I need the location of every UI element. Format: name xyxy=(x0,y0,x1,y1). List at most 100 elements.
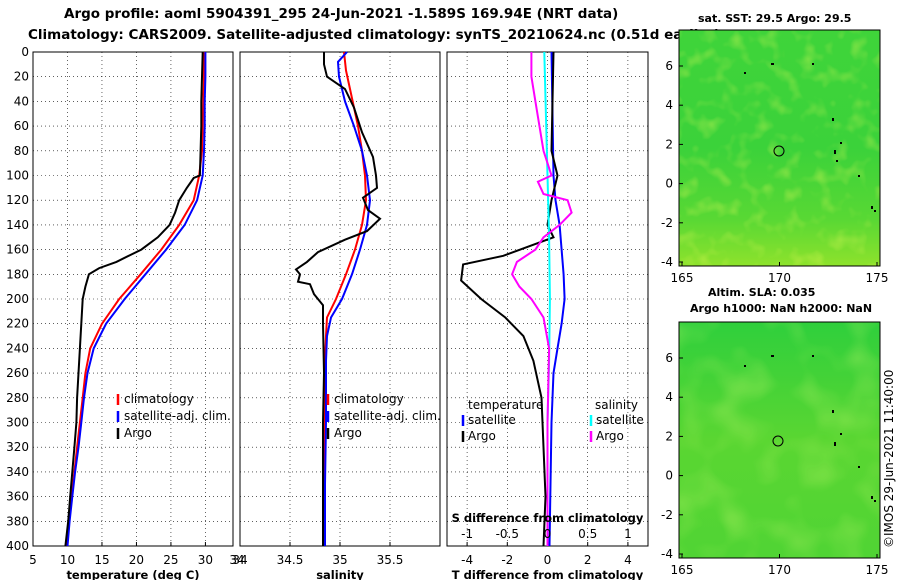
y-tick-label: 120 xyxy=(6,193,29,207)
argo-position-marker-sst xyxy=(773,145,785,157)
x-axis-label: temperature (deg C) xyxy=(66,568,199,580)
map-y-tick-label: 4 xyxy=(665,98,673,112)
x-tick-label: 30 xyxy=(198,553,213,567)
x-tick-label: -4 xyxy=(461,553,473,567)
secondary-tick-label: 1 xyxy=(624,527,632,541)
map-y-tick-label: 6 xyxy=(665,59,673,73)
x-tick-label: 35 xyxy=(332,553,347,567)
y-tick-label: 60 xyxy=(14,119,29,133)
y-tick-label: 200 xyxy=(6,292,29,306)
sla-map-title-2: Argo h1000: NaN h2000: NaN xyxy=(690,302,872,315)
map-y-tick-label: 4 xyxy=(665,390,673,404)
secondary-tick-label: 0.5 xyxy=(578,527,597,541)
legend-label: Argo xyxy=(124,426,152,440)
y-tick-label: 160 xyxy=(6,243,29,257)
map-y-tick-label: 6 xyxy=(665,351,673,365)
map-x-tick-label: 175 xyxy=(866,563,889,577)
x-tick-label: 34 xyxy=(229,553,244,567)
x-tick-label: 10 xyxy=(60,553,75,567)
sst-map-panel: sat. SST: 29.5 Argo: 29.5 165 170 175 6 4 2 0 -… xyxy=(661,12,888,285)
y-tick-label: 180 xyxy=(6,267,29,281)
y-tick-label: 140 xyxy=(6,218,29,232)
x-tick-label: 5 xyxy=(29,553,37,567)
series-line-argo-temperature- xyxy=(460,51,559,547)
header-line-2: Climatology: CARS2009. Satellite-adjuste… xyxy=(28,27,720,43)
salinity-panel: 34 34.5 35 35.5 salinity climatology satellite… xyxy=(232,51,441,582)
x-tick-label: 0 xyxy=(544,553,552,567)
header-line-1: Argo profile: aoml 5904391_295 24-Jun-20… xyxy=(64,6,618,22)
sst-map-texture xyxy=(679,30,880,266)
map-y-tick-label: -4 xyxy=(661,255,673,269)
y-tick-label: 300 xyxy=(6,416,29,430)
secondary-axis-label: S difference from climatology xyxy=(452,511,644,525)
map-y-tick-label: -2 xyxy=(661,508,673,522)
copyright-label: ©IMOS 29-Jun-2021 11:40:00 xyxy=(882,370,896,548)
map-y-tick-label: -4 xyxy=(661,547,673,561)
y-tick-label: 240 xyxy=(6,341,29,355)
legend-label: Argo xyxy=(334,426,362,440)
coastline-islands-sla xyxy=(744,355,876,502)
sla-map-axes: 165 170 175 6 4 2 0 -2 -4 xyxy=(661,351,888,577)
x-tick-label: 15 xyxy=(94,553,109,567)
x-tick-label: 2 xyxy=(584,553,592,567)
legend-label: climatology xyxy=(124,392,194,406)
map-x-tick-label: 165 xyxy=(671,271,694,285)
map-x-tick-label: 165 xyxy=(671,563,694,577)
y-tick-label: 380 xyxy=(6,514,29,528)
secondary-tick-label: -1 xyxy=(461,527,473,541)
x-tick-label: 34.5 xyxy=(277,553,304,567)
sst-map-axes: 165 170 175 6 4 2 0 -2 -4 xyxy=(661,59,888,285)
legend-label: satellite-adj. clim. xyxy=(334,409,441,423)
temperature-panel: 0 20 40 60 80 100 120 140 160 180 200 220 240 260 280 3… xyxy=(6,45,245,582)
x-tick-label: -2 xyxy=(501,553,513,567)
map-x-tick-label: 170 xyxy=(768,271,791,285)
plot-frame xyxy=(32,51,234,547)
series-line-argo xyxy=(64,51,204,547)
argo-position-marker-sla xyxy=(772,435,784,447)
y-tick-label: 340 xyxy=(6,465,29,479)
difference-panel: -4 -2 0 2 4T difference from climatology temp… xyxy=(446,51,649,582)
legend-label: satellite-adj. clim. xyxy=(124,409,231,423)
sst-map-title: sat. SST: 29.5 Argo: 29.5 xyxy=(698,12,851,25)
legend-label: satellite xyxy=(596,413,644,427)
x-axis-label: salinity xyxy=(316,568,364,580)
y-tick-label: 100 xyxy=(6,169,29,183)
coastline-islands xyxy=(744,63,876,212)
series-line-satellite-adj-clim- xyxy=(66,52,207,547)
y-tick-label: 220 xyxy=(6,317,29,331)
map-y-tick-label: 2 xyxy=(665,137,673,151)
map-x-tick-label: 175 xyxy=(866,271,889,285)
y-tick-label: 0 xyxy=(21,45,29,59)
sla-map-texture xyxy=(679,322,880,558)
legend-label: Argo xyxy=(468,429,496,443)
sla-map-panel: Altim. SLA: 0.035 Argo h1000: NaN h2000:… xyxy=(661,286,888,577)
y-tick-label: 280 xyxy=(6,391,29,405)
secondary-tick-label: -0.5 xyxy=(496,527,519,541)
map-x-tick-label: 170 xyxy=(768,563,791,577)
x-tick-label: 4 xyxy=(624,553,632,567)
x-tick-label: 34 xyxy=(232,553,247,567)
legend-label: climatology xyxy=(334,392,404,406)
y-tick-label: 400 xyxy=(6,539,29,553)
series-line-climatology xyxy=(65,52,205,547)
series-line-satellite-adj-clim- xyxy=(324,51,372,546)
legend-title-temperature: temperature xyxy=(468,398,543,412)
series-line-argo-salinity- xyxy=(510,52,573,546)
x-tick-label: 20 xyxy=(129,553,144,567)
secondary-tick-label: 0 xyxy=(544,527,552,541)
legend-label: satellite xyxy=(468,413,516,427)
series-line-argo xyxy=(294,52,382,546)
y-tick-label: 80 xyxy=(14,144,29,158)
x-tick-label: 25 xyxy=(163,553,178,567)
map-y-tick-label: 0 xyxy=(665,469,673,483)
y-tick-label: 320 xyxy=(6,440,29,454)
y-tick-label: 20 xyxy=(14,70,29,84)
map-y-tick-label: 0 xyxy=(665,177,673,191)
y-tick-label: 40 xyxy=(14,94,29,108)
y-tick-label: 260 xyxy=(6,366,29,380)
legend-title-salinity: salinity xyxy=(595,398,638,412)
x-tick-label: 35.5 xyxy=(377,553,404,567)
y-tick-label: 360 xyxy=(6,490,29,504)
series-line-satellite-temperature- xyxy=(548,51,566,547)
